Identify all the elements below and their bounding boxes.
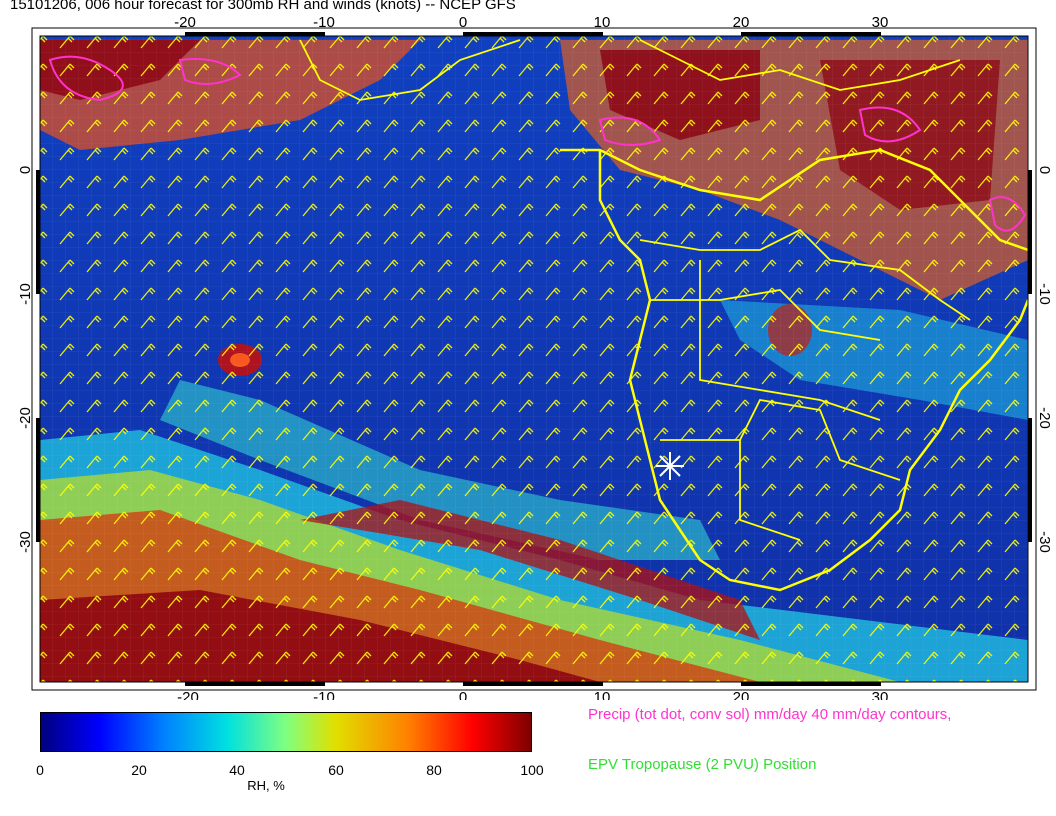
y-tick-left: -20 bbox=[17, 407, 34, 429]
x-tick-top: 10 bbox=[594, 14, 611, 31]
rh-field bbox=[40, 36, 1028, 682]
wind-barbs bbox=[40, 36, 1028, 682]
x-tick-bottom: 20 bbox=[733, 689, 750, 700]
colorbar-tick: 20 bbox=[131, 762, 147, 778]
x-tick-top: 20 bbox=[733, 14, 750, 31]
y-tick-left: 0 bbox=[17, 166, 34, 174]
x-tick-bottom: 0 bbox=[459, 689, 467, 700]
figure-title: 15101206, 006 hour forecast for 300mb RH… bbox=[10, 0, 516, 13]
y-tick-right: -30 bbox=[1036, 531, 1053, 553]
map-border bbox=[36, 32, 1032, 686]
y-tick-left: -30 bbox=[17, 531, 34, 553]
colorbar-tick: 60 bbox=[328, 762, 344, 778]
x-tick-top: -10 bbox=[313, 14, 335, 31]
x-tick-top: 30 bbox=[872, 14, 889, 31]
y-tick-right: -10 bbox=[1036, 283, 1053, 305]
position-marker bbox=[656, 452, 684, 480]
coastline bbox=[560, 148, 1028, 592]
x-tick-bottom: 30 bbox=[872, 689, 889, 700]
colorbar-tick: 0 bbox=[36, 762, 44, 778]
y-tick-right: -20 bbox=[1036, 407, 1053, 429]
colorbar-tick: 100 bbox=[520, 762, 544, 778]
colorbar bbox=[38, 712, 534, 754]
colorbar-gradient bbox=[40, 712, 532, 752]
precip-contour bbox=[48, 55, 124, 102]
colorbar-label: RH, % bbox=[247, 778, 285, 793]
map-panel: -20 -10 0 10 20 30 -20 -10 0 10 20 30 0 … bbox=[17, 14, 1053, 700]
x-tick-top: -20 bbox=[174, 14, 196, 31]
x-tick-top: 0 bbox=[459, 14, 467, 31]
colorbar-tick: 80 bbox=[426, 762, 442, 778]
x-tick-bottom: -20 bbox=[177, 689, 199, 700]
colorbar-tick: 40 bbox=[229, 762, 245, 778]
y-tick-left: -10 bbox=[17, 283, 34, 305]
y-tick-right: 0 bbox=[1036, 166, 1053, 174]
legend-epv: EPV Tropopause (2 PVU) Position bbox=[588, 756, 817, 773]
x-tick-bottom: 10 bbox=[594, 689, 611, 700]
x-tick-bottom: -10 bbox=[313, 689, 335, 700]
legend-precip: Precip (tot dot, conv sol) mm/day 40 mm/… bbox=[588, 706, 952, 723]
